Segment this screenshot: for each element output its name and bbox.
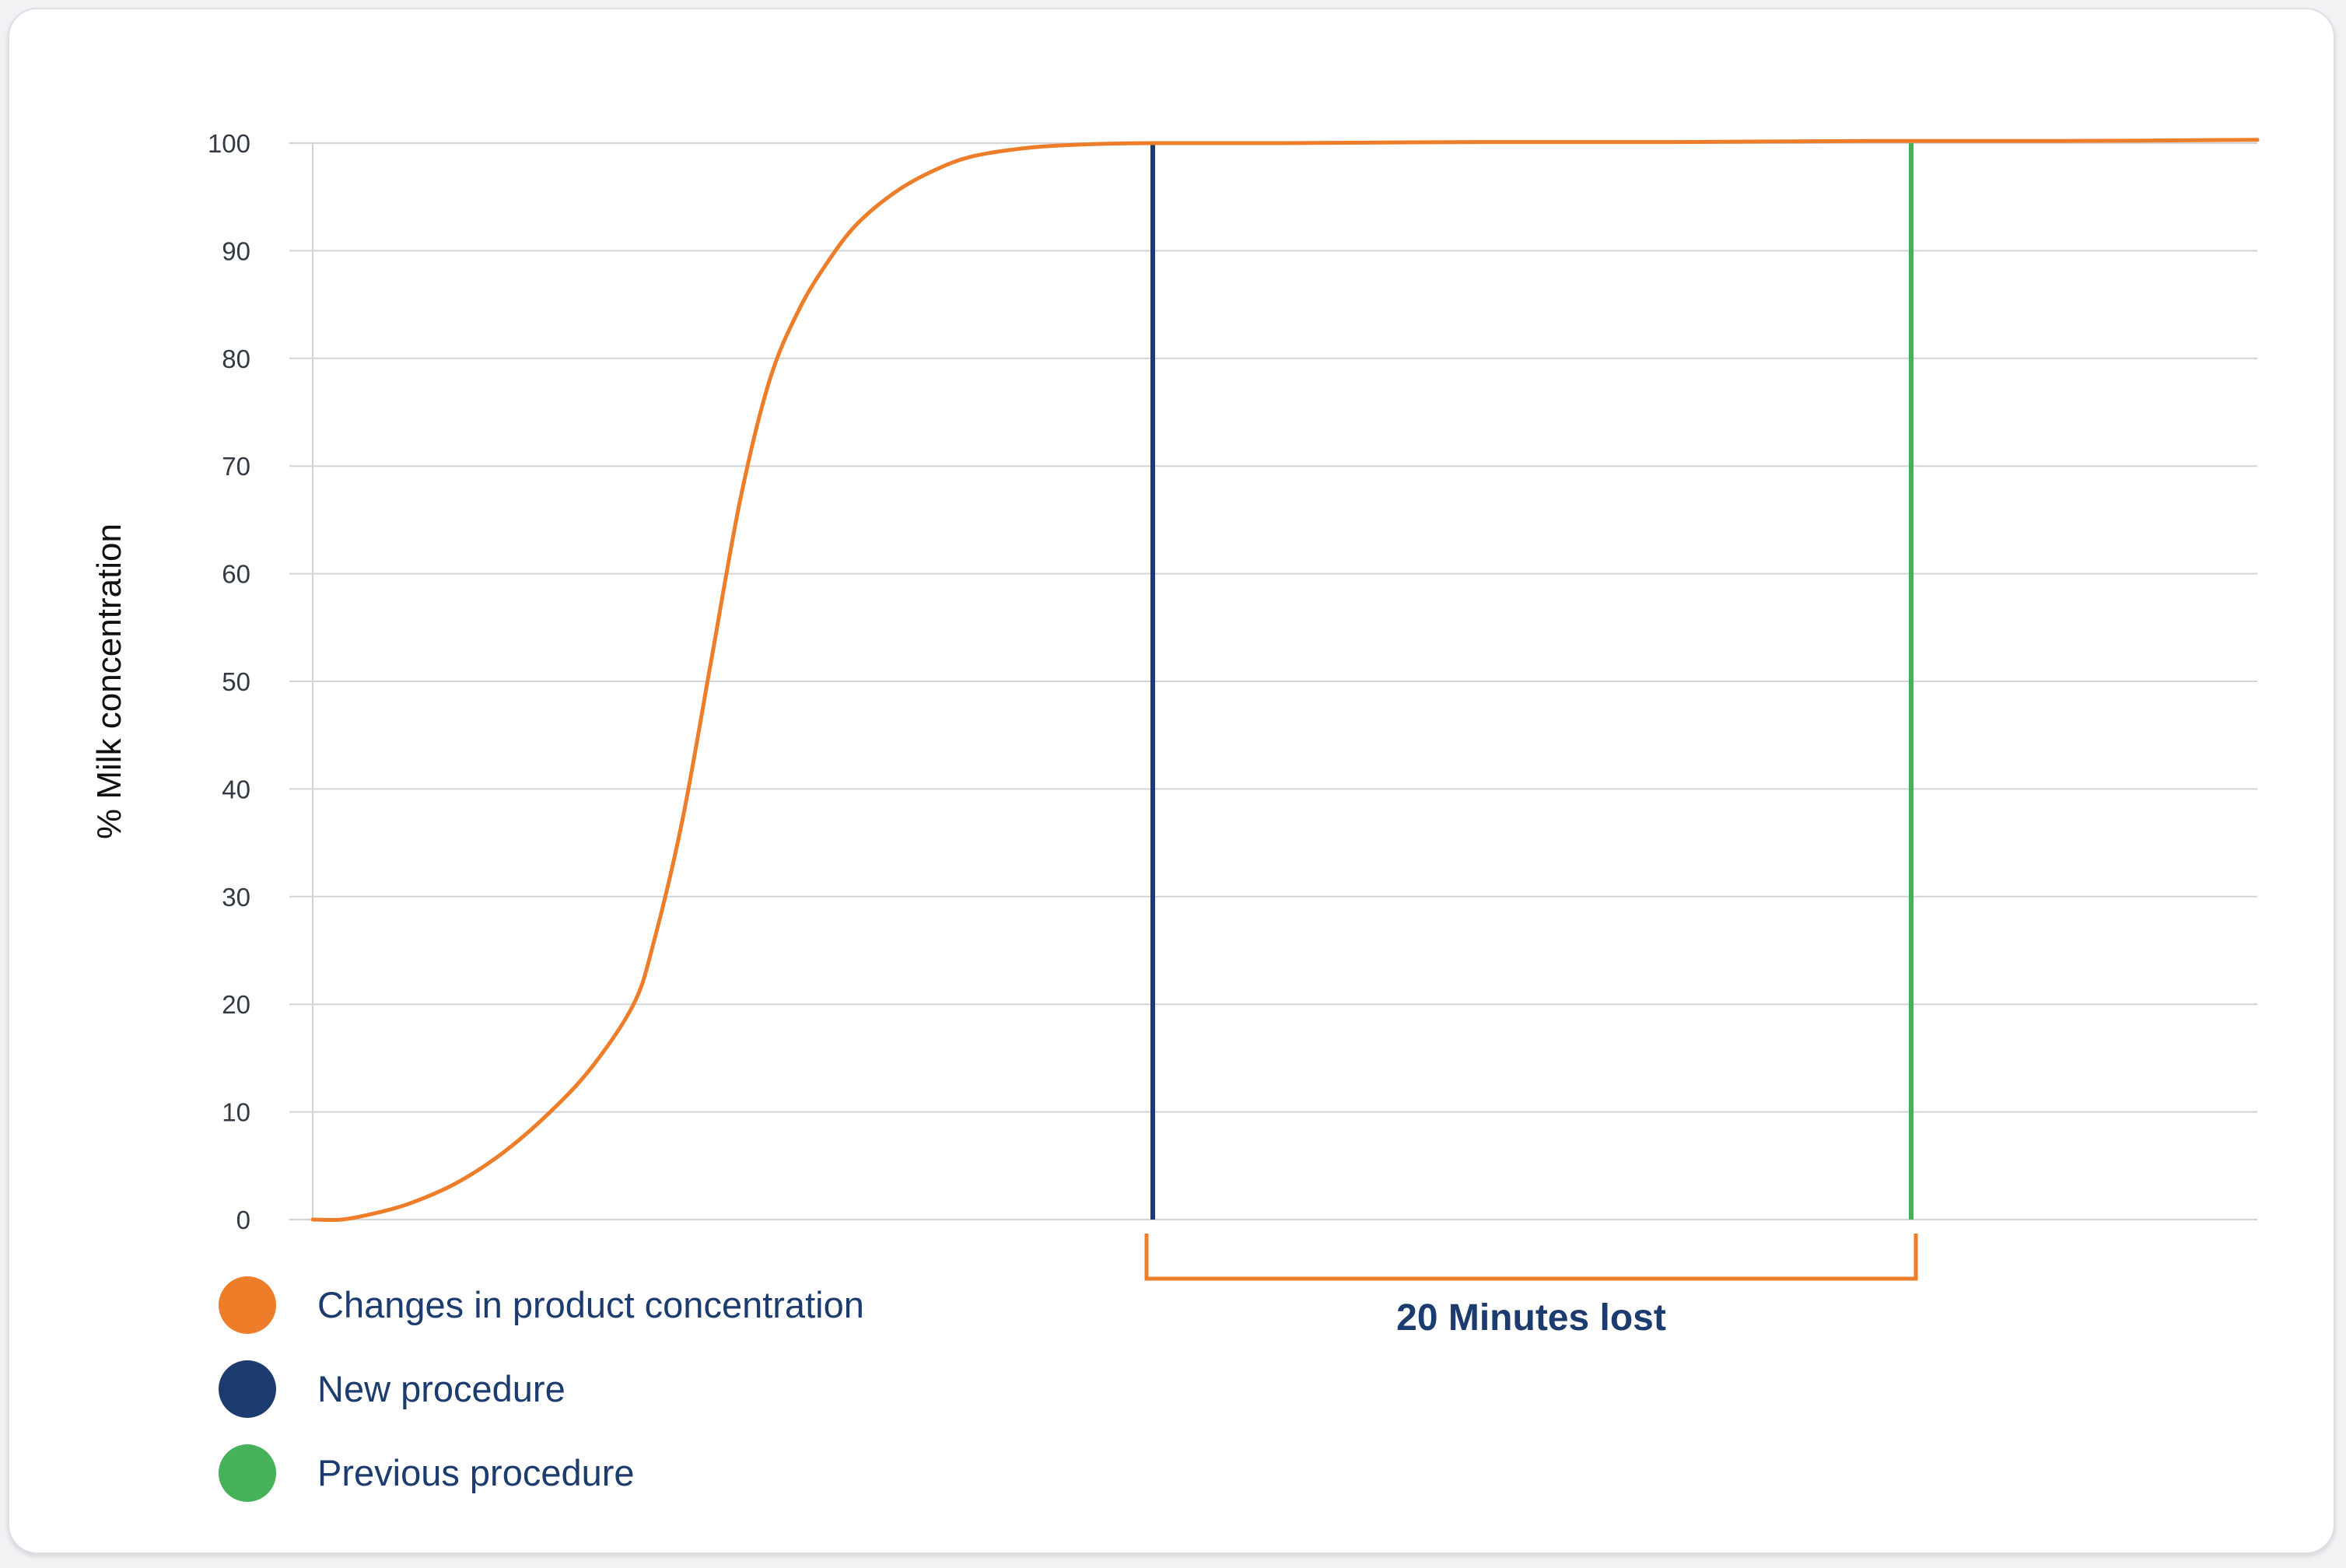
chart-card (8, 8, 2335, 1554)
legend: Changes in product concentration New proc… (219, 1276, 864, 1502)
time-lost-bracket (1144, 1234, 1918, 1281)
y-tick-label-0: 0 (236, 1206, 250, 1234)
legend-item-product-concentration-label: Changes in product concentration (317, 1284, 864, 1325)
y-tick-label-90: 90 (222, 236, 250, 265)
y-tick-label-30: 30 (222, 883, 250, 912)
y-tick-label-60: 60 (222, 560, 250, 589)
y-tick-label-50: 50 (222, 667, 250, 696)
series-line-product-concentration (310, 138, 2260, 1223)
legend-item-previous-procedure-label: Previous procedure (317, 1452, 635, 1493)
gridlines (289, 142, 2257, 1220)
legend-item-product-concentration-swatch (219, 1276, 276, 1334)
procedure-markers (1150, 143, 1914, 1220)
time-lost-annotation: 20 Minutes lost (1396, 1297, 1666, 1339)
y-tick-label-10: 10 (222, 1098, 250, 1127)
y-tick-label-20: 20 (222, 990, 250, 1019)
y-tick-label-70: 70 (222, 452, 250, 481)
y-axis-ticks: 0 10 20 30 40 50 60 70 80 90 100 (208, 129, 250, 1234)
y-tick-label-100: 100 (208, 129, 250, 158)
legend-item-previous-procedure-swatch (219, 1444, 276, 1502)
y-tick-label-80: 80 (222, 345, 250, 373)
legend-item-new-procedure-swatch (219, 1360, 276, 1418)
y-tick-label-40: 40 (222, 775, 250, 803)
legend-item-new-procedure-label: New procedure (317, 1368, 565, 1409)
y-axis-label: % Milk concentration (90, 523, 128, 839)
